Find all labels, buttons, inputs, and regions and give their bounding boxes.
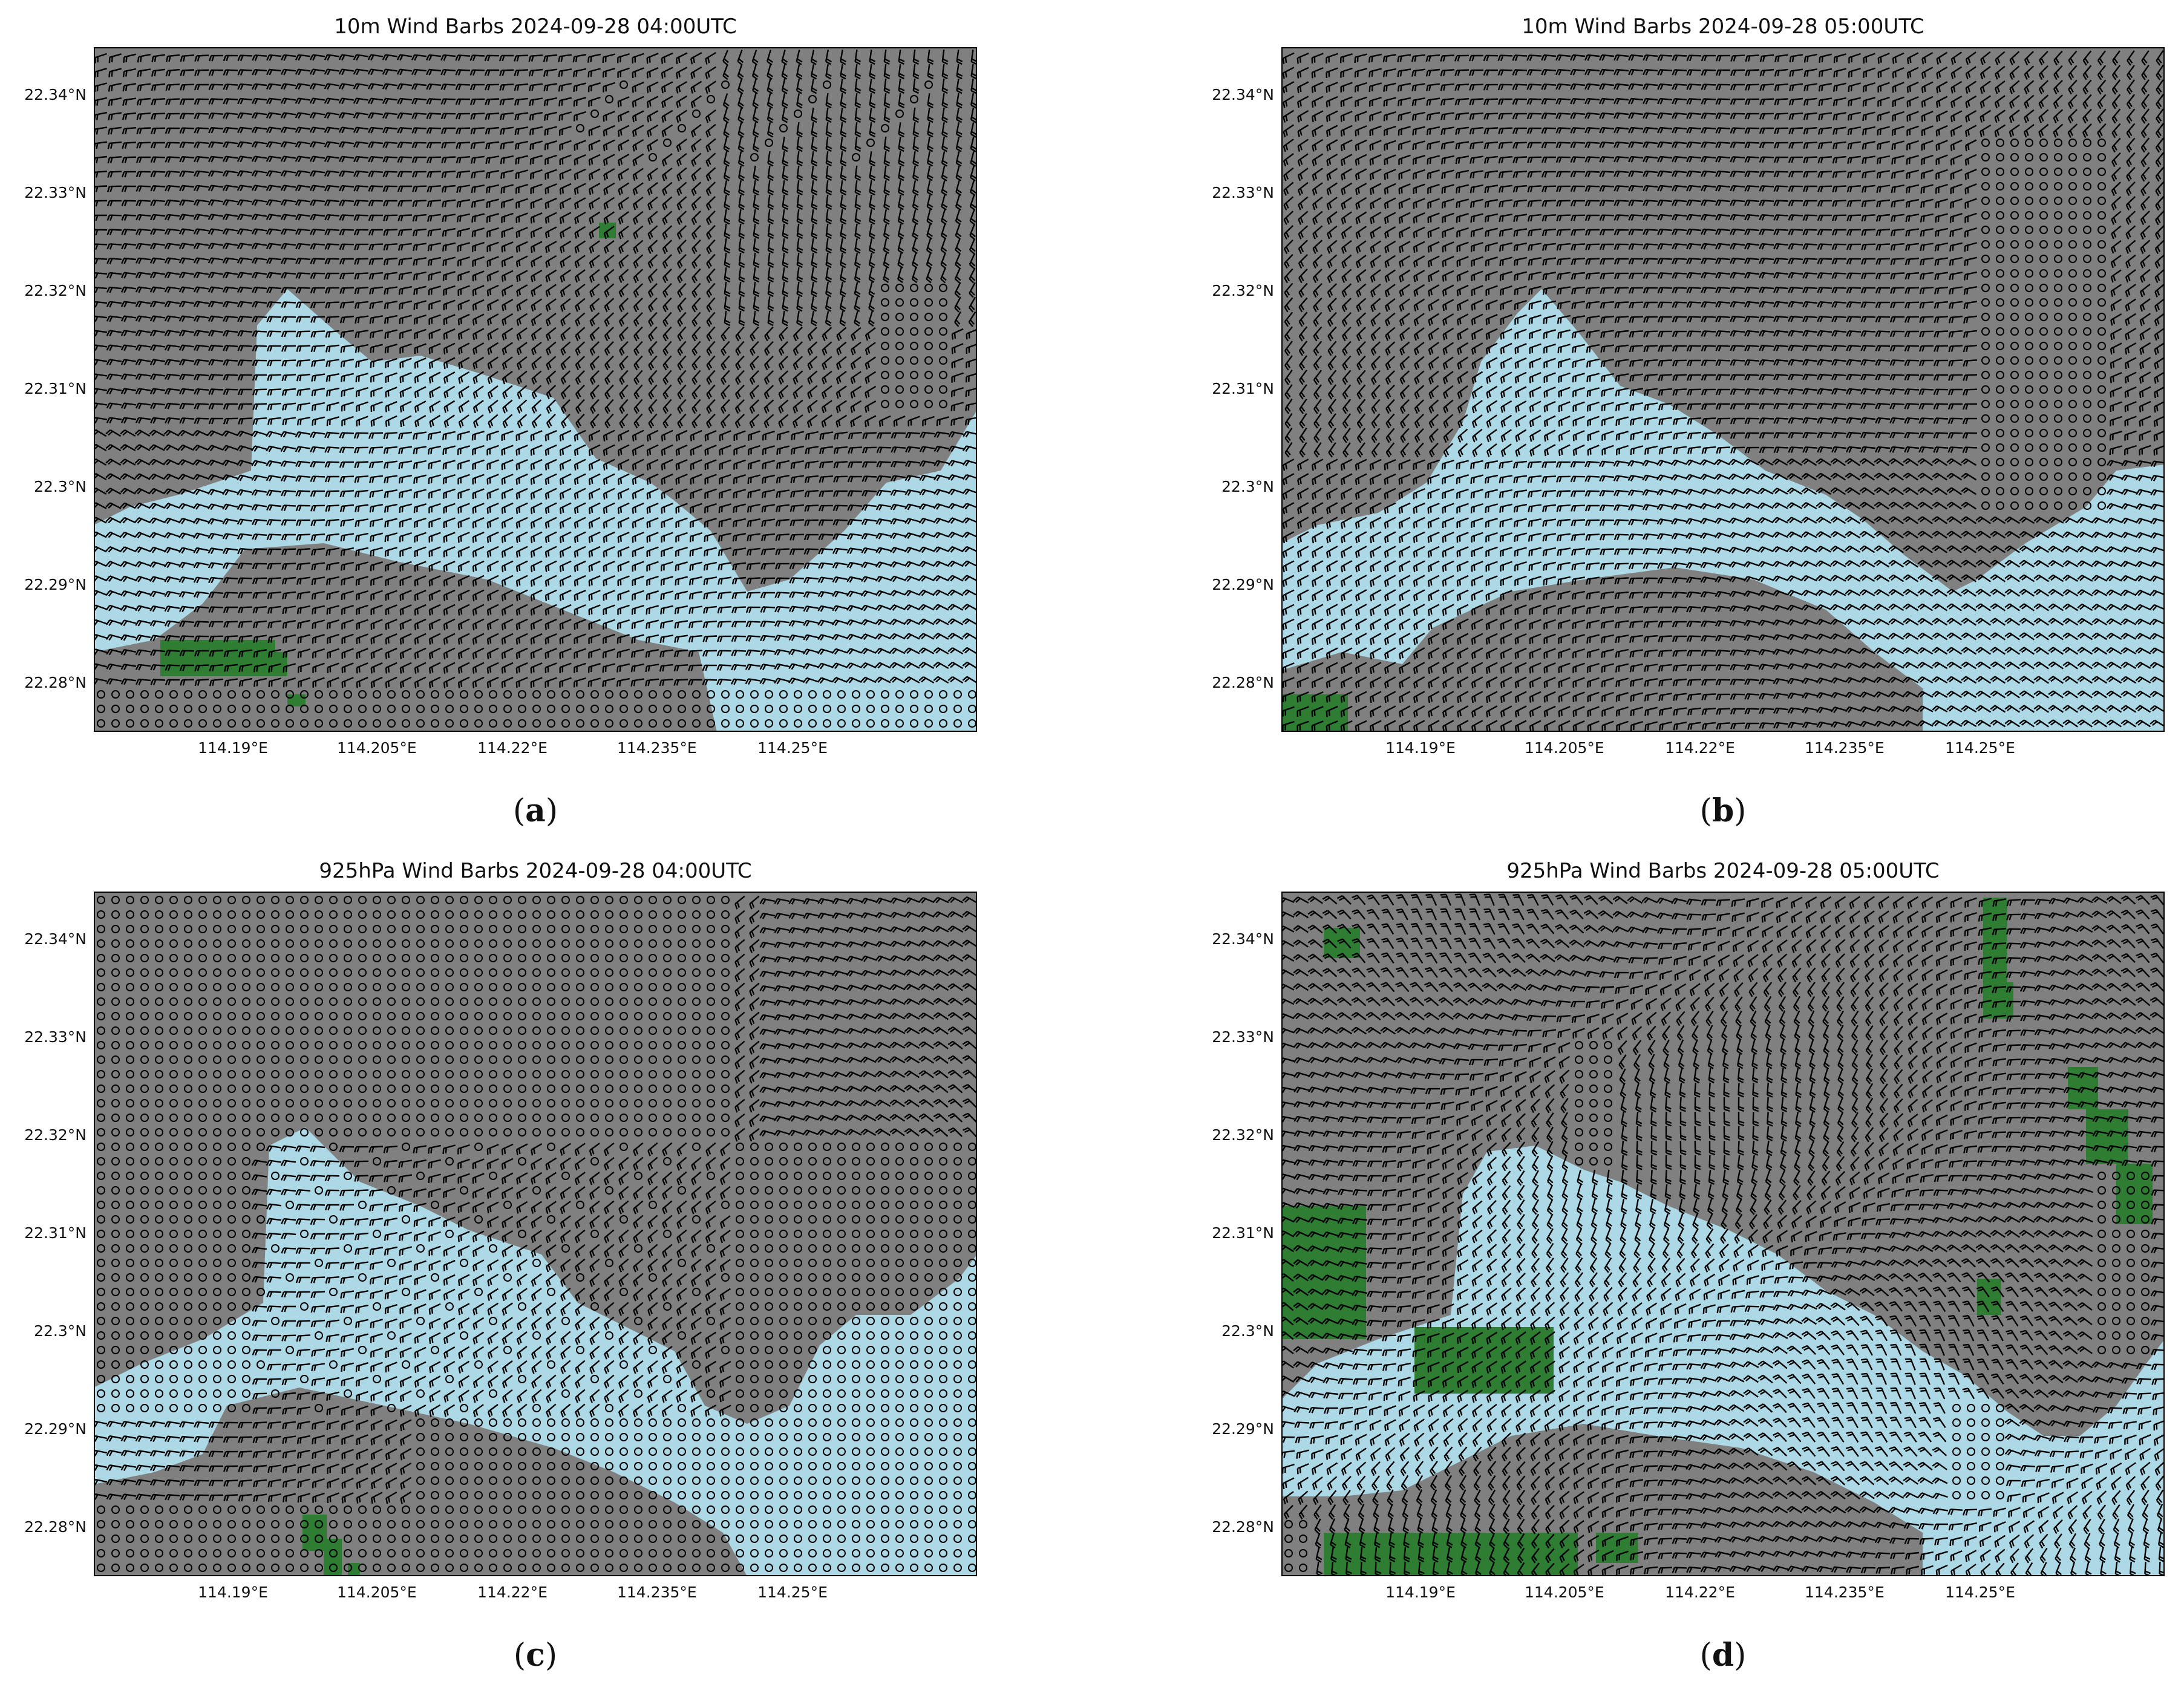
lat-tick-label: 22.34°N xyxy=(1212,86,1274,103)
panel-d-map xyxy=(1281,892,2165,1576)
panel-a-map xyxy=(94,47,977,732)
panel-a-caption: (a) xyxy=(512,792,558,829)
lon-tick-label: 114.235°E xyxy=(617,739,697,757)
lon-tick-label: 114.25°E xyxy=(757,1583,828,1601)
map-frame xyxy=(94,892,977,1576)
lat-tick-label: 22.28°N xyxy=(24,674,87,691)
wind-barbs xyxy=(1282,50,2165,732)
lon-tick-label: 114.19°E xyxy=(1385,1583,1456,1601)
lon-tick-label: 114.22°E xyxy=(1665,739,1735,757)
lat-tick-label: 22.3°N xyxy=(1221,478,1274,495)
lon-tick-label: 114.205°E xyxy=(337,1583,417,1601)
lat-tick-label: 22.34°N xyxy=(24,930,87,948)
lon-tick-label: 114.25°E xyxy=(1945,1583,2015,1601)
lat-tick-label: 22.3°N xyxy=(1221,1322,1274,1340)
lat-tick-label: 22.33°N xyxy=(1212,1028,1274,1046)
panel-c-title: 925hPa Wind Barbs 2024-09-28 04:00UTC xyxy=(319,859,752,883)
vegetation-patch xyxy=(287,694,306,706)
lon-tick-label: 114.205°E xyxy=(1525,739,1604,757)
lon-tick-label: 114.235°E xyxy=(617,1583,697,1601)
lat-tick-label: 22.29°N xyxy=(1212,1420,1274,1438)
vegetation-patch xyxy=(1324,1533,1578,1576)
lat-tick-label: 22.32°N xyxy=(1212,282,1274,299)
vegetation-patch xyxy=(1281,1206,1366,1339)
lat-tick-label: 22.34°N xyxy=(1212,930,1274,948)
lat-tick-label: 22.32°N xyxy=(1212,1126,1274,1144)
vegetation-patch xyxy=(302,1515,327,1551)
lat-tick-label: 22.29°N xyxy=(24,576,87,593)
lon-tick-label: 114.22°E xyxy=(477,1583,548,1601)
panel-a-title: 10m Wind Barbs 2024-09-28 04:00UTC xyxy=(334,15,737,39)
lat-tick-label: 22.29°N xyxy=(1212,576,1274,593)
lon-tick-label: 114.25°E xyxy=(1945,739,2015,757)
lat-tick-label: 22.31°N xyxy=(24,380,87,397)
lon-tick-label: 114.205°E xyxy=(337,739,417,757)
wind-barbs xyxy=(1281,893,2165,1576)
map-frame xyxy=(1281,892,2165,1576)
panel-d-title: 925hPa Wind Barbs 2024-09-28 05:00UTC xyxy=(1506,859,1940,883)
lat-tick-label: 22.33°N xyxy=(24,184,87,201)
lat-tick-label: 22.3°N xyxy=(34,478,87,495)
lon-tick-label: 114.22°E xyxy=(1665,1583,1735,1601)
lat-tick-label: 22.32°N xyxy=(24,1126,87,1144)
lat-tick-label: 22.29°N xyxy=(24,1420,87,1438)
wind-barbs xyxy=(94,49,977,728)
lon-tick-label: 114.19°E xyxy=(1385,739,1456,757)
lat-tick-label: 22.28°N xyxy=(1212,1518,1274,1536)
vegetation-patch xyxy=(1977,1279,2001,1315)
lon-tick-label: 114.19°E xyxy=(198,1583,268,1601)
lat-tick-label: 22.28°N xyxy=(1212,674,1274,691)
lat-tick-label: 22.31°N xyxy=(24,1224,87,1242)
water-area xyxy=(1281,289,2165,732)
panel-b-map xyxy=(1281,47,2165,732)
vegetation-patch xyxy=(1983,898,2007,982)
lon-tick-label: 114.22°E xyxy=(477,739,548,757)
lat-tick-label: 22.34°N xyxy=(24,86,87,103)
lat-tick-label: 22.33°N xyxy=(24,1028,87,1046)
lat-tick-label: 22.31°N xyxy=(1212,380,1274,397)
lat-tick-label: 22.3°N xyxy=(34,1322,87,1340)
wind-barbs xyxy=(94,895,977,1572)
map-frame xyxy=(1281,47,2165,732)
lon-tick-label: 114.235°E xyxy=(1805,1583,1885,1601)
lon-tick-label: 114.205°E xyxy=(1525,1583,1604,1601)
lon-tick-label: 114.19°E xyxy=(198,739,268,757)
lat-tick-label: 22.32°N xyxy=(24,282,87,299)
lat-tick-label: 22.31°N xyxy=(1212,1224,1274,1242)
panel-d-caption: (d) xyxy=(1699,1637,1747,1674)
lon-tick-label: 114.25°E xyxy=(757,739,828,757)
panel-b-caption: (b) xyxy=(1699,792,1747,829)
lat-tick-label: 22.28°N xyxy=(24,1518,87,1536)
panel-c-map xyxy=(94,892,977,1576)
vegetation-patch xyxy=(2086,1109,2128,1164)
panel-b-title: 10m Wind Barbs 2024-09-28 05:00UTC xyxy=(1522,15,1924,39)
map-frame xyxy=(94,47,977,732)
lat-tick-label: 22.33°N xyxy=(1212,184,1274,201)
lon-tick-label: 114.235°E xyxy=(1805,739,1885,757)
panel-c-caption: (c) xyxy=(513,1637,558,1674)
